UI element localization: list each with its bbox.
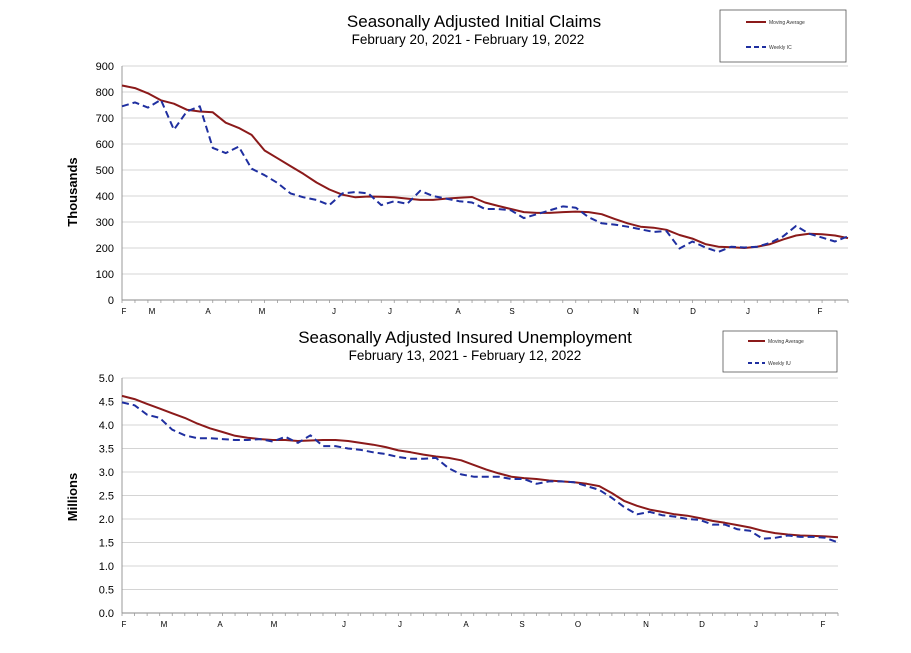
chart2-y-tick-label: 4.0 [99, 420, 114, 432]
chart2-x-tick-label: F [122, 620, 127, 629]
chart1-subtitle: February 20, 2021 - February 19, 2022 [352, 32, 585, 47]
chart1-x-tick-label: O [567, 307, 573, 316]
chart2-y-tick-label: 0.5 [99, 585, 114, 597]
chart1-x-tick-label: F [818, 307, 823, 316]
chart2-legend-weekly-iu-label: Weekly IU [768, 361, 791, 367]
chart2-series-lines [121, 394, 839, 544]
chart1-series-lines [121, 84, 849, 253]
chart1-y-tick-label: 400 [96, 191, 114, 203]
chart1-x-tick-label: M [149, 307, 156, 316]
chart2-y-tick-labels: 0.0 0.5 1.0 1.5 2.0 2.5 3.0 3.5 4.0 4.5 5.0 [99, 373, 114, 620]
chart2-legend-moving-average-label: Moving Average [768, 339, 804, 345]
chart1-y-tick-label: 700 [96, 113, 114, 125]
chart2-x-tick-label: M [271, 620, 278, 629]
chart1-ylabel: Thousands [65, 157, 80, 226]
chart2-y-tick-label: 2.0 [99, 514, 114, 526]
chart1-y-tick-label: 600 [96, 139, 114, 151]
chart1-y-tick-labels: 0 100 200 300 400 500 600 700 800 900 [96, 61, 114, 307]
chart1-x-tick-label: M [259, 307, 266, 316]
chart2-legend-box [722, 330, 838, 373]
chart2-x-tick-label: A [217, 620, 223, 629]
chart2-series-weekly-iu [121, 401, 839, 544]
chart2-x-tick-label: D [699, 620, 705, 629]
chart2-subtitle: February 13, 2021 - February 12, 2022 [349, 348, 582, 363]
chart1-y-tick-label: 500 [96, 165, 114, 177]
chart2-y-tick-label: 1.5 [99, 538, 114, 550]
chart1-x-tick-label: N [633, 307, 639, 316]
chart2-y-tick-label: 3.5 [99, 444, 114, 456]
chart1-x-tick-label: D [690, 307, 696, 316]
chart2-legend: Moving Average Weekly IU [722, 330, 838, 373]
chart2-x-tick-label: J [754, 620, 758, 629]
chart2-y-tick-label: 1.0 [99, 561, 114, 573]
chart1-series-moving-average [121, 84, 849, 249]
chart1-x-tick-label: J [746, 307, 750, 316]
chart1-x-tick-label: J [388, 307, 392, 316]
chart2-x-tick-label: S [519, 620, 524, 629]
chart1-gridlines [121, 65, 849, 303]
chart1-legend-box [719, 9, 847, 63]
chart1-y-tick-label: 0 [108, 295, 114, 307]
chart1-legend-moving-average-label: Moving Average [769, 20, 805, 26]
chart2-x-tick-label: M [161, 620, 168, 629]
chart1-y-tick-label: 900 [96, 61, 114, 73]
chart2-y-tick-label: 2.5 [99, 491, 114, 503]
chart2-x-tick-label: N [643, 620, 649, 629]
chart1-x-tick-label: S [509, 307, 514, 316]
chart2-y-tick-label: 5.0 [99, 373, 114, 385]
chart1-series-weekly-ic [121, 98, 849, 253]
chart1-x-tick-label: A [455, 307, 461, 316]
chart2-ylabel: Millions [65, 473, 80, 521]
chart1-y-tick-label: 200 [96, 243, 114, 255]
chart1-legend: Moving Average Weekly IC [719, 9, 847, 63]
chart1-title: Seasonally Adjusted Initial Claims [347, 12, 601, 31]
chart1-legend-weekly-ic-label: Weekly IC [769, 45, 792, 51]
chart2-x-tick-label: F [821, 620, 826, 629]
chart2-series-moving-average [121, 394, 839, 539]
chart1-x-tick-label: J [332, 307, 336, 316]
chart2-x-tick-label: A [463, 620, 469, 629]
chart1-x-tick-label: F [122, 307, 127, 316]
chart2-title: Seasonally Adjusted Insured Unemployment [298, 328, 632, 347]
chart1-y-tick-label: 800 [96, 87, 114, 99]
chart1-y-tick-label: 300 [96, 217, 114, 229]
chart1-x-tick-label: A [205, 307, 211, 316]
chart1-y-tick-label: 100 [96, 269, 114, 281]
chart2-x-tick-label: J [398, 620, 402, 629]
chart2-y-tick-label: 3.0 [99, 467, 114, 479]
chart2-y-tick-label: 0.0 [99, 608, 114, 620]
chart2-x-tick-label: J [342, 620, 346, 629]
chart2-gridlines [121, 377, 839, 616]
chart2-x-tick-label: O [575, 620, 581, 629]
chart2-y-tick-label: 4.5 [99, 397, 114, 409]
